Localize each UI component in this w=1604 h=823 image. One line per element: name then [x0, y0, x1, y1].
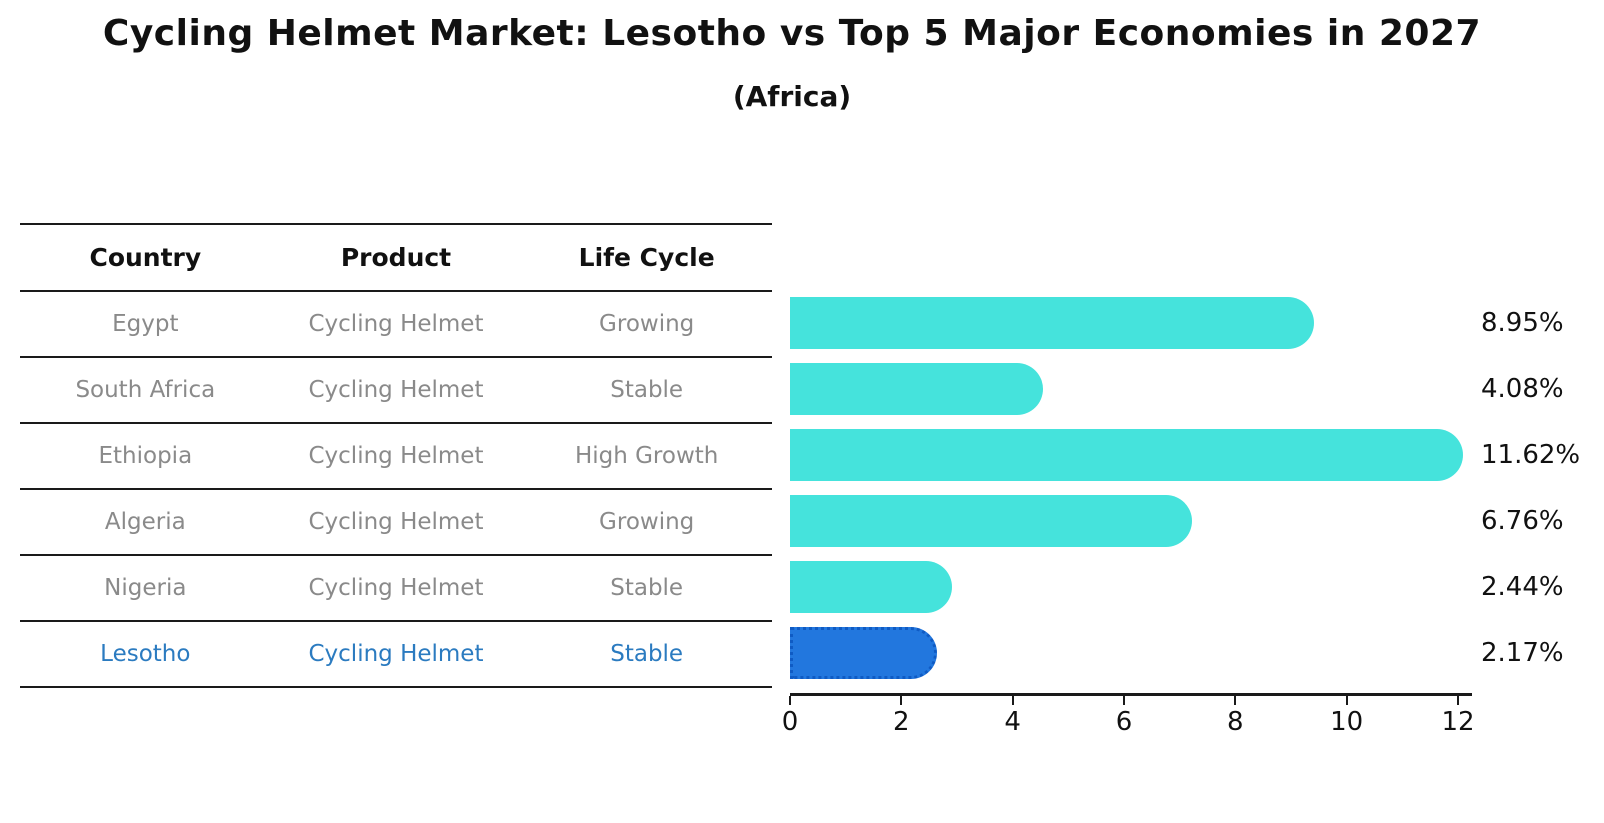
- bar-nigeria: [790, 561, 952, 613]
- x-tick-10: [1345, 696, 1348, 705]
- country-table: Country Product Life Cycle Egypt Cycling …: [20, 223, 772, 688]
- x-tick-label-10: 10: [1330, 707, 1364, 737]
- table-row-algeria: Algeria Cycling Helmet Growing: [20, 490, 772, 556]
- table-cell-country: Nigeria: [104, 575, 187, 601]
- value-label-algeria: 6.76%: [1481, 506, 1564, 536]
- table-cell-life-cycle: Stable: [610, 575, 684, 601]
- table-cell-product: Cycling Helmet: [308, 311, 484, 337]
- x-tick-6: [1123, 696, 1125, 705]
- table-header-row: Country Product Life Cycle: [20, 225, 772, 292]
- table-cell-country: Ethiopia: [98, 443, 193, 469]
- table-cell-product: Cycling Helmet: [308, 443, 484, 469]
- chart-subtitle: (Africa): [732, 80, 852, 113]
- x-tick-label-0: 0: [781, 707, 799, 737]
- bar-south-africa: [790, 363, 1044, 415]
- x-tick-0: [789, 696, 791, 705]
- table-cell-country: Lesotho: [100, 641, 191, 667]
- x-tick-label-2: 2: [893, 707, 910, 737]
- bar-ethiopia: [790, 429, 1463, 481]
- value-label-south-africa: 4.08%: [1481, 374, 1564, 404]
- table-header-product: Product: [340, 243, 452, 272]
- x-tick-2: [900, 696, 903, 705]
- table-cell-product: Cycling Helmet: [308, 641, 484, 667]
- table-cell-life-cycle: Growing: [599, 509, 695, 535]
- x-tick-label-6: 6: [1115, 707, 1133, 737]
- value-label-nigeria: 2.44%: [1481, 572, 1564, 602]
- table-cell-product: Cycling Helmet: [308, 509, 484, 535]
- x-tick-4: [1011, 696, 1014, 705]
- table-cell-life-cycle: Growing: [599, 311, 695, 337]
- table-row-nigeria: Nigeria Cycling Helmet Stable: [20, 556, 772, 622]
- x-tick-label-4: 4: [1004, 707, 1021, 737]
- chart-title: Cycling Helmet Market: Lesotho vs Top 5 …: [102, 13, 1482, 54]
- table-cell-life-cycle: Stable: [610, 377, 684, 403]
- table-row-lesotho: Lesotho Cycling Helmet Stable: [20, 622, 772, 688]
- table-row-ethiopia: Ethiopia Cycling Helmet High Growth: [20, 424, 772, 490]
- table-header-country: Country: [89, 243, 202, 272]
- table-row-egypt: Egypt Cycling Helmet Growing: [20, 292, 772, 358]
- table-cell-life-cycle: Stable: [610, 641, 684, 667]
- bar-algeria: [790, 495, 1193, 547]
- bar-lesotho: [790, 627, 937, 679]
- value-label-egypt: 8.95%: [1481, 308, 1564, 338]
- bar-egypt: [790, 297, 1315, 349]
- x-tick-8: [1234, 696, 1237, 705]
- table-row-south-africa: South Africa Cycling Helmet Stable: [20, 358, 772, 424]
- x-tick-12: [1457, 696, 1459, 705]
- value-label-ethiopia: 11.62%: [1481, 440, 1581, 470]
- table-rows: Egypt Cycling Helmet Growing South Africa Cy…: [20, 292, 772, 688]
- table-header-life-cycle: Life Cycle: [578, 243, 715, 272]
- x-axis-line: [790, 693, 1472, 696]
- table-cell-life-cycle: High Growth: [574, 443, 719, 469]
- x-tick-label-8: 8: [1227, 707, 1244, 737]
- x-tick-label-12: 12: [1441, 707, 1475, 737]
- table-cell-country: Egypt: [112, 311, 179, 337]
- table-cell-product: Cycling Helmet: [308, 377, 484, 403]
- table-cell-product: Cycling Helmet: [308, 575, 484, 601]
- table-cell-country: Algeria: [104, 509, 186, 535]
- value-label-lesotho: 2.17%: [1481, 638, 1564, 668]
- table-cell-country: South Africa: [75, 377, 216, 403]
